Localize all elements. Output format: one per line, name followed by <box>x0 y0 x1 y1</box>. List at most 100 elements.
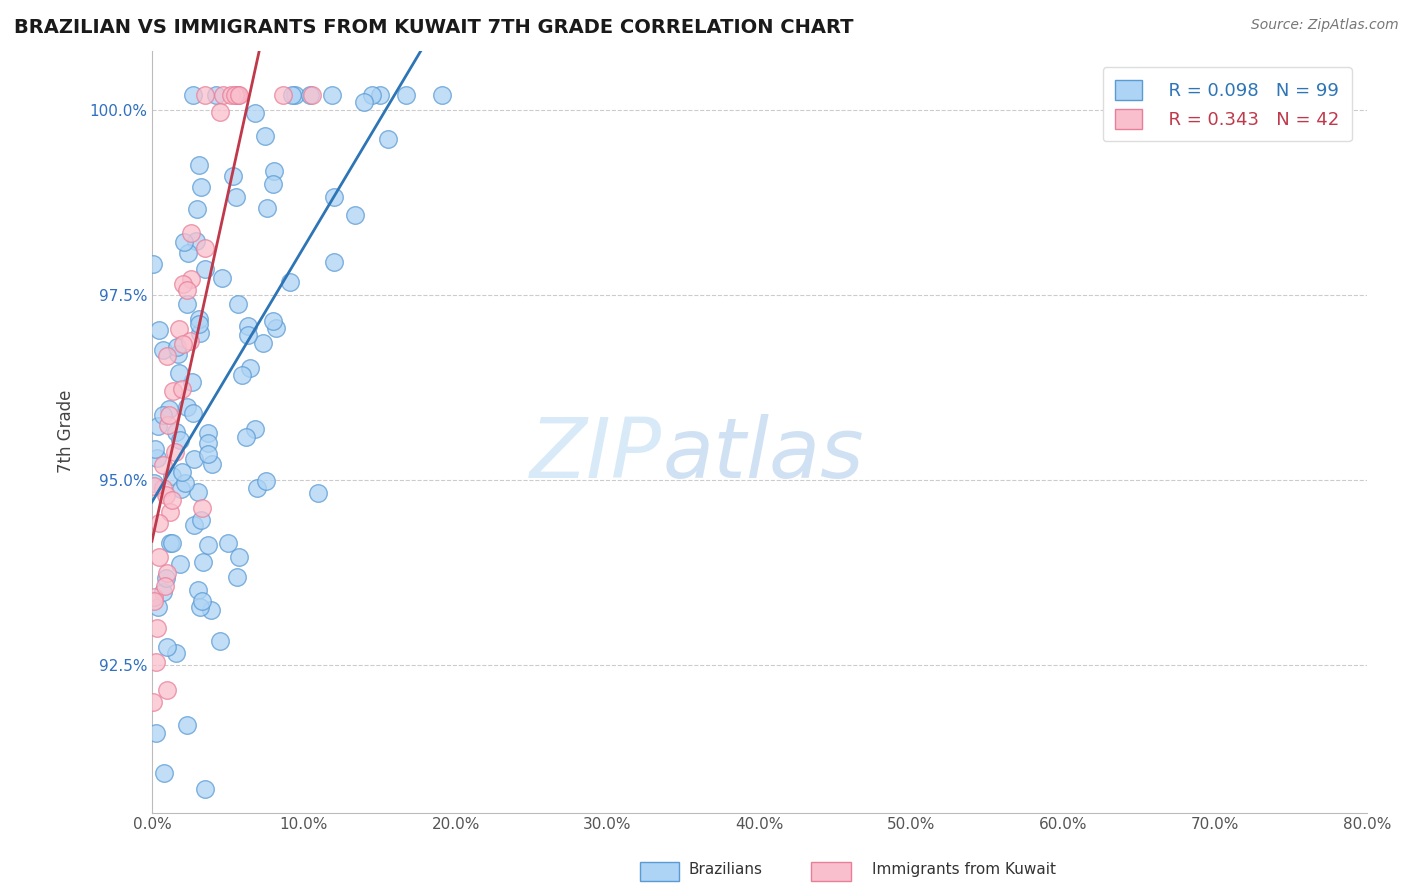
Point <box>145 726 167 740</box>
Point <box>395 88 418 103</box>
Point <box>184 234 207 248</box>
Point <box>190 180 212 194</box>
Point <box>187 485 209 500</box>
Point <box>143 591 166 605</box>
Point <box>194 262 217 277</box>
Point <box>174 476 197 491</box>
Point <box>183 518 205 533</box>
Point <box>193 555 215 569</box>
Point <box>225 190 247 204</box>
Point <box>166 340 188 354</box>
Point <box>264 321 287 335</box>
Point <box>155 488 177 502</box>
Point <box>148 516 170 530</box>
Text: Immigrants from Kuwait: Immigrants from Kuwait <box>872 863 1056 877</box>
Point <box>211 270 233 285</box>
Point <box>197 425 219 440</box>
Point <box>323 254 346 268</box>
Point <box>197 435 219 450</box>
Point <box>167 366 190 380</box>
Point <box>166 425 188 439</box>
Point <box>167 322 190 336</box>
Point <box>143 478 166 492</box>
Point <box>152 458 174 472</box>
Point <box>224 88 246 103</box>
Point <box>281 88 304 103</box>
Point <box>183 452 205 467</box>
Point <box>157 402 180 417</box>
Point <box>323 190 346 204</box>
Point <box>226 296 249 310</box>
Point <box>222 169 245 183</box>
Point <box>193 781 215 796</box>
Point <box>156 350 179 364</box>
Point <box>344 208 367 222</box>
Point <box>176 297 198 311</box>
Point <box>176 718 198 732</box>
Point <box>188 326 211 340</box>
Point <box>170 382 193 396</box>
Point <box>254 128 277 143</box>
Point <box>238 319 260 334</box>
Point <box>301 88 323 103</box>
Point <box>212 88 235 103</box>
Point <box>179 334 201 348</box>
Text: Source: ZipAtlas.com: Source: ZipAtlas.com <box>1251 18 1399 32</box>
Legend:   R = 0.098   N = 99,   R = 0.343   N = 42: R = 0.098 N = 99, R = 0.343 N = 42 <box>1102 67 1351 142</box>
Point <box>205 88 228 103</box>
Point <box>145 655 167 669</box>
Point <box>243 105 266 120</box>
Point <box>368 88 391 103</box>
Point <box>159 505 181 519</box>
Point <box>190 599 212 614</box>
Point <box>225 88 247 103</box>
Point <box>246 481 269 495</box>
Point <box>361 88 384 103</box>
Point <box>165 646 187 660</box>
Point <box>153 766 176 780</box>
Point <box>254 474 277 488</box>
Point <box>170 465 193 479</box>
Point <box>145 621 167 635</box>
Point <box>197 447 219 461</box>
Point <box>191 500 214 515</box>
Point <box>209 105 232 120</box>
Point <box>142 695 165 709</box>
Point <box>143 442 166 456</box>
Point <box>169 433 191 447</box>
Point <box>177 245 200 260</box>
Point <box>307 486 329 500</box>
Point <box>430 88 453 103</box>
Point <box>228 88 250 103</box>
Point <box>173 235 195 249</box>
Point <box>142 257 165 271</box>
Point <box>166 347 188 361</box>
Point <box>176 401 198 415</box>
Point <box>353 95 375 110</box>
Point <box>190 513 212 527</box>
Point <box>146 450 169 465</box>
Point <box>165 444 187 458</box>
Point <box>148 323 170 337</box>
Text: atlas: atlas <box>662 414 863 495</box>
Point <box>271 88 294 103</box>
Point <box>187 582 209 597</box>
Point <box>156 566 179 580</box>
Point <box>252 335 274 350</box>
Point <box>172 337 194 351</box>
Point <box>284 88 307 103</box>
Point <box>152 481 174 495</box>
Point <box>142 476 165 491</box>
Point <box>156 683 179 698</box>
Point <box>181 88 204 103</box>
Point <box>152 343 174 357</box>
Point <box>176 283 198 297</box>
Point <box>243 422 266 436</box>
Point <box>180 226 202 240</box>
Point <box>187 158 209 172</box>
Point <box>146 599 169 614</box>
Point <box>191 594 214 608</box>
Point <box>181 375 204 389</box>
Point <box>146 419 169 434</box>
Point <box>256 202 278 216</box>
